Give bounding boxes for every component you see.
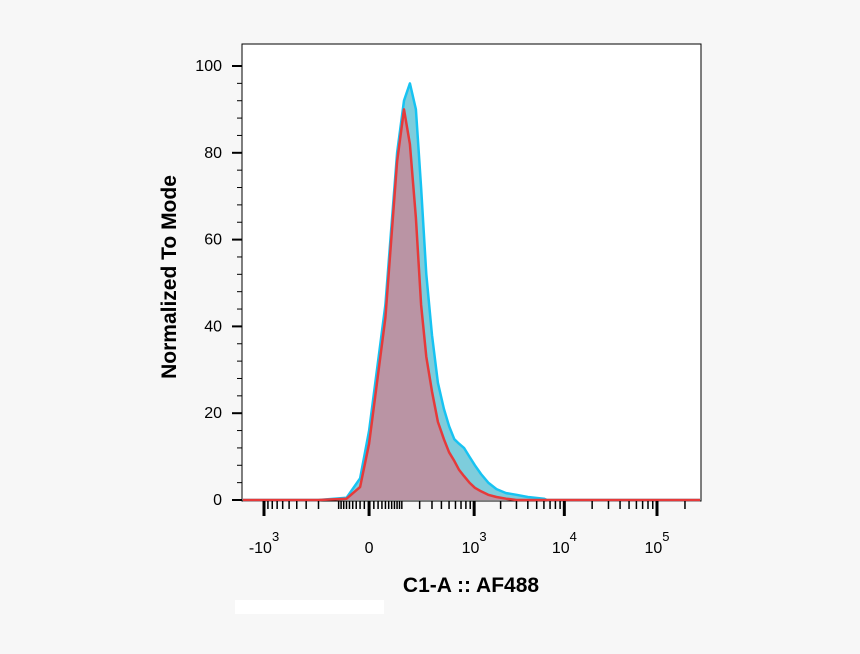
x-tick-label: -103 (249, 529, 279, 557)
y-tick-label: 60 (204, 232, 222, 249)
y-tick-label: 0 (213, 492, 222, 509)
series-2-line (243, 108, 700, 502)
x-tick-label: 0 (365, 540, 374, 557)
y-tick-label: 80 (204, 145, 222, 162)
x-tick-label: 103 (462, 529, 487, 557)
y-tick-label: 100 (195, 58, 222, 75)
y-tick-label: 20 (204, 405, 222, 422)
series-2-area (318, 109, 517, 501)
label-layer: 0 20 40 60 80 100 -103 0 103 104 105 (195, 58, 669, 557)
x-axis-title: C1-A :: AF488 (403, 574, 539, 597)
y-axis-title: Normalized To Mode (158, 175, 181, 379)
x-tick-label: 105 (644, 529, 669, 557)
y-tick-label: 40 (204, 318, 222, 335)
series-1-line (243, 82, 700, 502)
plot-area (241, 43, 702, 502)
series-layer (243, 82, 700, 502)
white-strip (235, 600, 384, 614)
axis-layer (232, 65, 686, 516)
x-tick-label: 104 (552, 529, 577, 557)
